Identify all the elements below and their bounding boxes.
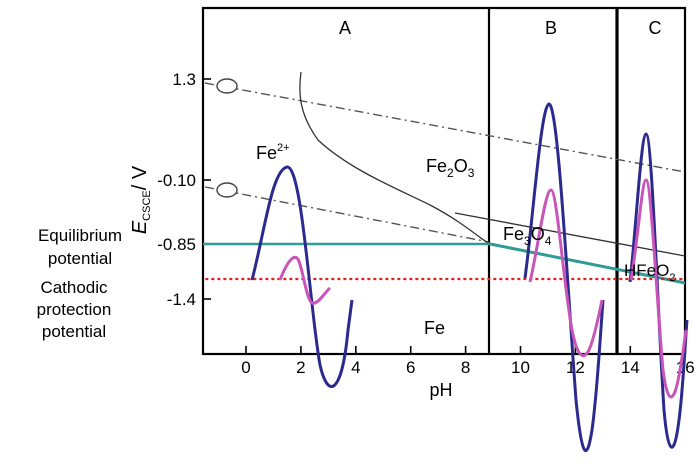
phase-boundaries: [204, 71, 685, 257]
wave-major-a: [250, 165, 354, 388]
y-tick-label-0: 1.3: [172, 70, 196, 89]
lower-circle-marker: [216, 182, 238, 198]
upper-circle-marker: [216, 78, 238, 94]
fe2-fe2o3-boundary: [299, 71, 490, 245]
x-tick-label-12: 12: [566, 358, 585, 377]
cathodic-label-line2: protection: [37, 300, 112, 319]
wave-minor-c: [629, 178, 688, 399]
y-tick-label-1: -0.10: [157, 171, 196, 190]
species-hfeo2-label: HFeO2: [624, 261, 675, 284]
species-fe-label: Fe: [424, 318, 445, 338]
y-tick-label-3: -1.4: [167, 290, 196, 309]
equilibrium-line-slope: [490, 242, 685, 285]
cathodic-label-line1: Cathodic: [40, 278, 108, 297]
species-fe2-label: Fe2+: [256, 142, 290, 163]
dashed-line-upper: [204, 82, 685, 173]
equilibrium-label-line2: potential: [48, 249, 112, 268]
potential-levels: [203, 242, 685, 285]
fe2o3-fe3o4-boundary: [454, 212, 685, 257]
species-fe3o4-label: Fe3O4: [503, 224, 552, 248]
dashed-line-lower: [204, 186, 490, 243]
x-tick-label-2: 2: [296, 358, 305, 377]
wave-minor-b: [528, 188, 604, 358]
x-tick-label-8: 8: [461, 358, 470, 377]
region-label-c: C: [649, 18, 662, 38]
x-tick-label-0: 0: [241, 358, 250, 377]
y-axis-label: ECSCE/ V: [129, 165, 153, 234]
x-tick-label-14: 14: [621, 358, 640, 377]
x-axis-label: pH: [429, 380, 452, 400]
plot-border: [201, 6, 687, 356]
x-tick-label-10: 10: [511, 358, 530, 377]
x-tick-label-4: 4: [351, 358, 360, 377]
equilibrium-label: Equilibrium potential: [38, 226, 122, 268]
equilibrium-label-line1: Equilibrium: [38, 226, 122, 245]
plot-frame: [201, 6, 687, 356]
axis-ticks: 0 2 4 6 8 10 12 14 161.3-0.10-0.85-1.4: [157, 70, 694, 377]
y-tick-label-2: -0.85: [157, 235, 196, 254]
region-label-a: A: [339, 18, 351, 38]
wave-traces: [250, 102, 689, 453]
wave-minor-a: [278, 255, 332, 305]
wave-major-c: [628, 132, 689, 449]
x-tick-label-6: 6: [406, 358, 415, 377]
cathodic-label-line3: potential: [42, 322, 106, 341]
region-label-b: B: [545, 18, 557, 38]
cathodic-label: Cathodic protection potential: [37, 278, 112, 341]
species-fe2o3-label: Fe2O3: [426, 156, 475, 180]
